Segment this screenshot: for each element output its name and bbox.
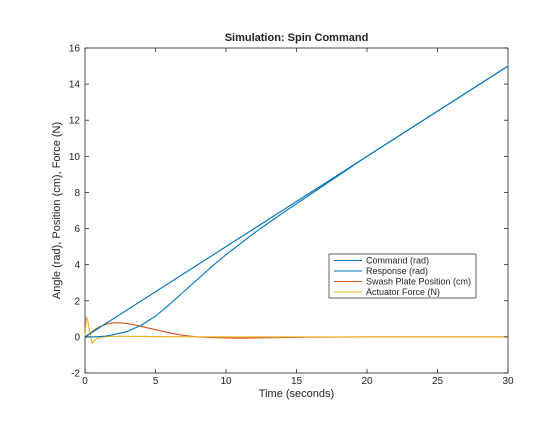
y-tick-label: 4 [74,260,80,271]
series-line-3 [84,316,508,344]
plot-area [84,47,509,374]
chart-title: Simulation: Spin Command [225,32,369,44]
y-tick-label: 8 [74,188,80,199]
y-tick-label: 16 [69,44,81,55]
x-tick-label: 15 [291,376,303,387]
y-tick-label: 2 [74,296,80,307]
legend-label-2: Swash Plate Position (cm) [366,277,471,287]
y-tick-label: 12 [69,116,81,127]
legend-label-1: Response (rad) [366,266,428,276]
legend-box [328,253,477,299]
x-tick-label: 0 [82,376,88,387]
x-tick-label: 25 [432,376,444,387]
y-tick-label: 10 [69,152,81,163]
series-layer [84,65,509,344]
x-tick-label: 20 [361,376,373,387]
y-tick-label: 6 [74,224,80,235]
x-tick-label: 30 [502,376,514,387]
x-tick-label: 10 [220,376,232,387]
y-tick-label: -2 [71,369,80,380]
series-line-0 [84,65,509,338]
legend-label-3: Actuator Force (N) [366,287,440,297]
x-tick-label: 5 [153,376,159,387]
legend-label-0: Command (rad) [366,256,429,266]
axes-box [84,47,509,374]
x-axis-label: Time (seconds) [259,388,334,400]
legend: Command (rad)Response (rad)Swash Plate P… [328,253,477,299]
y-tick-label: 0 [74,332,80,343]
y-axis-label: Angle (rad), Position (cm), Force (N) [51,122,63,299]
y-tick-label: 14 [69,80,81,91]
